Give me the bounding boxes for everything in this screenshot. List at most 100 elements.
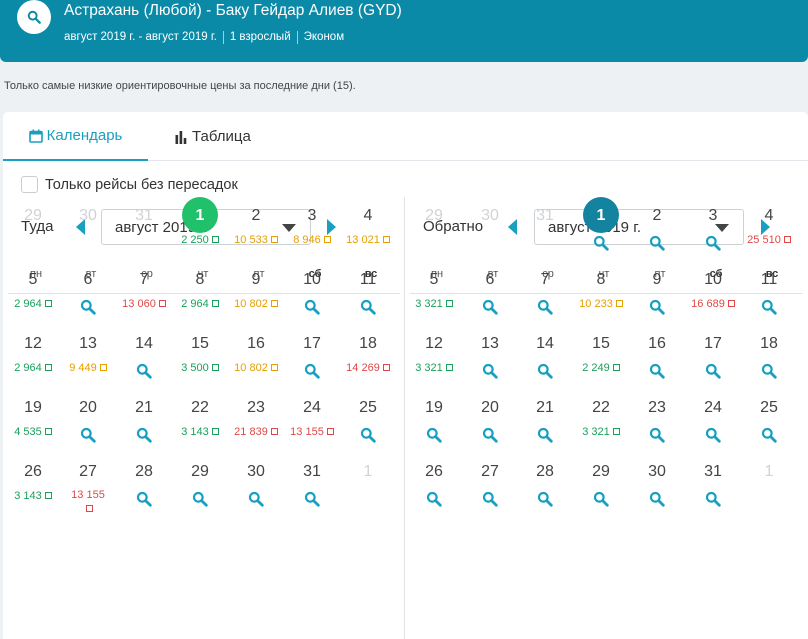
day-price[interactable]: 9 449 (54, 361, 122, 375)
day-price[interactable]: 3 143 (166, 425, 234, 439)
search-icon[interactable] (649, 299, 665, 315)
search-icon[interactable] (761, 427, 777, 443)
return-day-cell[interactable]: 21 (517, 398, 573, 458)
day-price[interactable]: 8 946 (278, 233, 346, 247)
search-icon[interactable] (537, 299, 553, 315)
return-day-cell[interactable]: 11 (741, 270, 797, 330)
outbound-day-cell[interactable]: 22 3 143 (172, 398, 228, 458)
search-icon[interactable] (136, 427, 152, 443)
tab-calendar[interactable]: Календарь (3, 112, 148, 161)
day-price[interactable]: 14 269 (334, 361, 402, 375)
return-day-cell[interactable]: 7 (517, 270, 573, 330)
return-day-cell[interactable]: 8 10 233 (573, 270, 629, 330)
outbound-day-cell[interactable]: 10 (284, 270, 340, 330)
outbound-day-cell[interactable]: 14 (116, 334, 172, 394)
search-icon[interactable] (761, 363, 777, 379)
outbound-day-cell[interactable]: 8 2 964 (172, 270, 228, 330)
search-icon[interactable] (537, 427, 553, 443)
outbound-day-cell[interactable]: 23 21 839 (228, 398, 284, 458)
outbound-day-cell[interactable]: 24 13 155 (284, 398, 340, 458)
return-day-cell[interactable]: 24 (685, 398, 741, 458)
day-price[interactable]: 10 533 (222, 233, 290, 247)
return-day-cell[interactable]: 29 (573, 462, 629, 522)
day-price[interactable]: 10 802 (222, 297, 290, 311)
day-price[interactable]: 2 964 (0, 361, 67, 375)
return-day-cell[interactable]: 15 2 249 (573, 334, 629, 394)
day-price[interactable]: 13 021 (334, 233, 402, 247)
day-price[interactable]: 3 500 (166, 361, 234, 375)
outbound-day-cell[interactable]: 21 (116, 398, 172, 458)
search-icon[interactable] (304, 491, 320, 507)
outbound-day-cell[interactable]: 4 13 021 (340, 206, 396, 266)
outbound-day-cell[interactable]: 15 3 500 (172, 334, 228, 394)
return-next-month-icon[interactable] (760, 218, 772, 236)
search-icon[interactable] (705, 427, 721, 443)
outbound-next-month-icon[interactable] (326, 218, 338, 236)
day-price[interactable]: 2 250 (166, 233, 234, 247)
tab-table[interactable]: Таблица (175, 112, 251, 161)
search-icon[interactable] (426, 491, 442, 507)
outbound-day-cell[interactable]: 9 10 802 (228, 270, 284, 330)
search-summary-header[interactable]: Астрахань (Любой) - Баку Гейдар Алиев (G… (0, 0, 808, 62)
outbound-day-cell[interactable]: 31 (284, 462, 340, 522)
outbound-day-cell[interactable]: 27 13 155 (60, 462, 116, 522)
search-icon[interactable] (80, 299, 96, 315)
day-price[interactable]: 10 802 (222, 361, 290, 375)
return-day-cell[interactable]: 22 3 321 (573, 398, 629, 458)
outbound-day-cell[interactable]: 3 8 946 (284, 206, 340, 266)
outbound-day-cell[interactable]: 17 (284, 334, 340, 394)
return-day-cell[interactable]: 3 (685, 206, 741, 266)
return-day-cell[interactable]: 28 (517, 462, 573, 522)
return-day-cell[interactable]: 13 (462, 334, 518, 394)
search-icon[interactable] (360, 427, 376, 443)
return-day-cell[interactable]: 17 (685, 334, 741, 394)
outbound-day-cell[interactable]: 16 10 802 (228, 334, 284, 394)
return-day-cell[interactable]: 6 (462, 270, 518, 330)
search-icon[interactable] (705, 491, 721, 507)
search-icon[interactable] (537, 491, 553, 507)
search-icon[interactable] (80, 427, 96, 443)
return-day-cell[interactable]: 16 (629, 334, 685, 394)
day-price[interactable]: 16 689 (679, 297, 747, 311)
search-icon[interactable] (482, 491, 498, 507)
search-icon[interactable] (192, 491, 208, 507)
outbound-day-cell[interactable]: 18 14 269 (340, 334, 396, 394)
return-day-cell[interactable]: 9 (629, 270, 685, 330)
search-icon[interactable] (537, 363, 553, 379)
return-day-cell[interactable]: 4 25 510 (741, 206, 797, 266)
return-day-cell[interactable]: 5 3 321 (406, 270, 462, 330)
outbound-day-cell[interactable]: 30 (228, 462, 284, 522)
return-day-cell[interactable]: 10 16 689 (685, 270, 741, 330)
search-icon[interactable] (705, 235, 721, 251)
search-icon[interactable] (248, 491, 264, 507)
return-day-cell[interactable]: 20 (462, 398, 518, 458)
return-day-cell[interactable]: 25 (741, 398, 797, 458)
return-day-cell[interactable]: 31 (685, 462, 741, 522)
search-icon[interactable] (593, 491, 609, 507)
search-icon[interactable] (304, 363, 320, 379)
return-day-cell[interactable]: 30 (629, 462, 685, 522)
day-price[interactable]: 2 964 (166, 297, 234, 311)
return-day-cell[interactable]: 14 (517, 334, 573, 394)
search-icon[interactable] (482, 363, 498, 379)
outbound-prev-month-icon[interactable] (74, 218, 86, 236)
day-price[interactable]: 21 839 (222, 425, 290, 439)
outbound-day-cell[interactable]: 12 2 964 (5, 334, 61, 394)
search-icon[interactable] (136, 363, 152, 379)
search-icon[interactable] (761, 299, 777, 315)
return-day-cell[interactable]: 12 3 321 (406, 334, 462, 394)
search-button[interactable] (17, 0, 51, 34)
outbound-day-cell[interactable]: 20 (60, 398, 116, 458)
outbound-day-cell[interactable]: 7 13 060 (116, 270, 172, 330)
direct-only-checkbox[interactable] (21, 176, 38, 193)
outbound-day-cell[interactable]: 6 (60, 270, 116, 330)
outbound-day-cell[interactable]: 28 (116, 462, 172, 522)
return-day-cell[interactable]: 23 (629, 398, 685, 458)
day-price[interactable]: 25 510 (735, 233, 803, 247)
return-day-cell[interactable]: 19 (406, 398, 462, 458)
search-icon[interactable] (593, 235, 609, 251)
return-day-cell[interactable]: 2 (629, 206, 685, 266)
day-price[interactable]: 4 535 (0, 425, 67, 439)
return-day-cell[interactable]: 18 (741, 334, 797, 394)
day-price[interactable]: 3 321 (400, 297, 468, 311)
